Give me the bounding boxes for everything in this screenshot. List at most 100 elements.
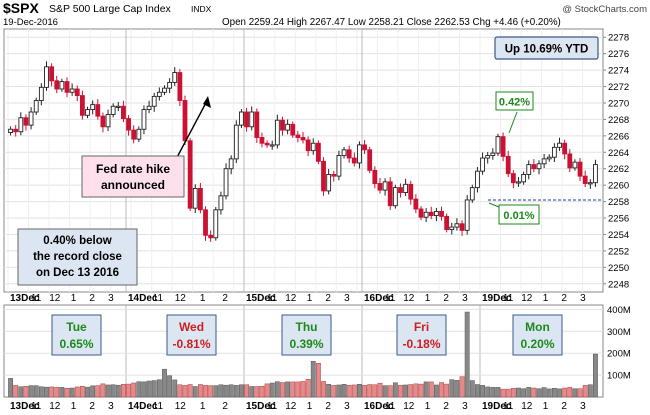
candle-body (546, 156, 552, 160)
candle-body (351, 157, 357, 164)
candle-body (79, 95, 85, 116)
day-box-frame (512, 314, 563, 356)
price-tick-label: 2260 (608, 181, 629, 192)
candle-body (167, 81, 173, 89)
candle-body (126, 118, 131, 131)
x-tick-label: 1 (200, 293, 206, 304)
volume-bar (557, 388, 562, 398)
candle-body (213, 209, 219, 239)
candle-body (192, 187, 198, 209)
price-tick-label: 2264 (608, 148, 629, 159)
x-tick-label: 3 (344, 401, 350, 412)
candle-body (100, 115, 106, 128)
volume-bar (203, 385, 208, 398)
volume-bar (362, 385, 367, 398)
candle-body (74, 88, 80, 97)
x-tick-label: 1 (307, 293, 313, 304)
day-boxes: Tue 0.65% Wed -0.81% Thu 0.39% Fri -0.18% Mon 0.2… (51, 314, 563, 356)
volume-bar (444, 383, 450, 398)
candle-body (305, 139, 311, 152)
price-tick-label: 2270 (608, 98, 629, 109)
record-line3: on Dec 13 2016 (36, 267, 119, 279)
x-tick-label: 13Dec (10, 401, 40, 412)
volume-bar (536, 388, 542, 398)
watermark: @ StockCharts.com (562, 4, 647, 15)
volume-bar (28, 385, 34, 398)
symbol: $SPX (3, 0, 39, 16)
candle-body (490, 152, 496, 157)
volume-bar (274, 381, 280, 398)
x-tick-label: 1 (71, 293, 77, 304)
x-tick-label: 12 (285, 293, 297, 304)
volume-bar (295, 381, 301, 398)
volume-bar (562, 387, 568, 398)
volume-bar (305, 379, 311, 398)
ytd-box: Up 10.69% YTD (494, 36, 599, 60)
volume-bar (485, 386, 491, 398)
candle-body (428, 211, 434, 217)
price-tick-label: 2248 (608, 279, 629, 290)
candle-body (69, 88, 75, 93)
day-box-frame (396, 314, 447, 356)
candle-body (121, 105, 126, 120)
candle-body (197, 187, 203, 211)
volume-bar (587, 384, 593, 398)
volume-bar (403, 384, 409, 398)
candle-body (510, 173, 516, 184)
day-box: Fri -0.18% (396, 314, 447, 356)
volume-bar (259, 386, 265, 398)
volume-bar (18, 386, 24, 398)
x-tick-label: 3 (108, 401, 114, 412)
candle-body (203, 209, 208, 236)
volume-bar (372, 384, 378, 398)
volume-bar (593, 353, 598, 398)
volume-bar (244, 384, 249, 398)
candle-body (244, 111, 249, 128)
volume-bar (500, 388, 506, 398)
x-tick-label: 1 (200, 401, 206, 412)
day-box-pct: 0.20% (520, 337, 554, 351)
day-box: Mon 0.20% (512, 314, 563, 356)
candle-body (131, 129, 137, 140)
x-tick-label: 12 (403, 401, 415, 412)
volume-bar (167, 375, 173, 398)
volume-bar (433, 384, 439, 398)
record-box (17, 228, 138, 286)
candle-body (408, 183, 414, 200)
x-tick-label: 2 (561, 401, 567, 412)
candle-body (500, 136, 506, 157)
x-tick-label: 12 (285, 401, 297, 412)
volume-bar (495, 387, 501, 398)
x-tick-label: 12 (175, 293, 187, 304)
volume-bar (136, 381, 142, 398)
volume-bar (367, 384, 373, 398)
candle-body (357, 144, 362, 164)
candle-body (341, 149, 347, 157)
candle-body (321, 160, 326, 192)
candle-body (33, 100, 39, 113)
volume-bar (336, 384, 342, 398)
candle-body (387, 181, 393, 207)
volume-bar (239, 384, 244, 398)
day-box-pct: -0.18% (402, 337, 440, 351)
record-line2: the record close (33, 251, 122, 263)
candle-body (295, 134, 301, 138)
volume-bar (264, 383, 270, 398)
volume-bar (151, 380, 157, 398)
candle-body (367, 149, 373, 171)
volume-bar (310, 361, 316, 398)
volume-bar (44, 386, 49, 398)
candle-body (285, 123, 291, 131)
candle-body (187, 140, 193, 209)
volume-bar (172, 379, 178, 398)
x-tick-label: 19Dec (482, 401, 512, 412)
candle-body (444, 215, 450, 230)
volume-bar (90, 385, 96, 398)
volume-bar (121, 384, 126, 398)
candle-body (141, 109, 147, 130)
candle-body (239, 111, 244, 126)
candle-body (459, 223, 465, 231)
volume-bar (59, 387, 65, 398)
